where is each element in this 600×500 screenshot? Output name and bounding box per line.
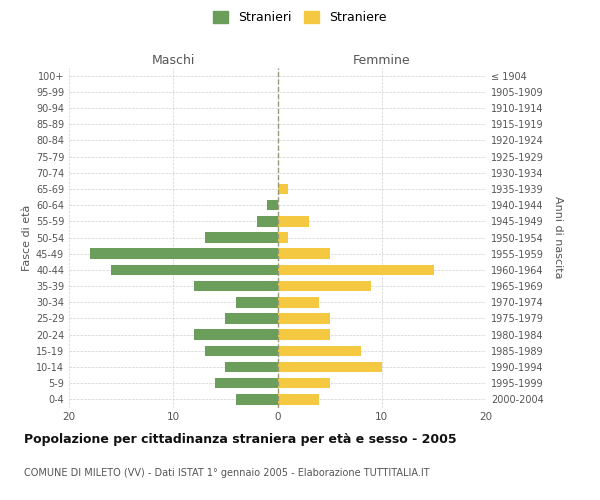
Bar xyxy=(226,362,277,372)
Bar xyxy=(277,216,309,226)
Bar xyxy=(205,346,277,356)
Text: Maschi: Maschi xyxy=(152,54,195,68)
Bar xyxy=(236,297,277,308)
Text: Popolazione per cittadinanza straniera per età e sesso - 2005: Popolazione per cittadinanza straniera p… xyxy=(24,432,457,446)
Bar xyxy=(215,378,277,388)
Bar xyxy=(277,378,329,388)
Bar xyxy=(267,200,277,210)
Bar xyxy=(277,297,319,308)
Bar xyxy=(277,394,319,404)
Bar xyxy=(236,394,277,404)
Bar xyxy=(111,264,277,275)
Bar xyxy=(226,313,277,324)
Bar xyxy=(277,281,371,291)
Bar xyxy=(277,313,329,324)
Bar xyxy=(194,281,277,291)
Bar xyxy=(277,248,329,259)
Text: Femmine: Femmine xyxy=(353,54,410,68)
Bar xyxy=(277,232,288,243)
Bar xyxy=(205,232,277,243)
Bar xyxy=(194,330,277,340)
Bar xyxy=(277,184,288,194)
Bar xyxy=(277,362,382,372)
Bar xyxy=(257,216,277,226)
Y-axis label: Anni di nascita: Anni di nascita xyxy=(553,196,563,279)
Bar xyxy=(277,346,361,356)
Bar xyxy=(90,248,277,259)
Text: COMUNE DI MILETO (VV) - Dati ISTAT 1° gennaio 2005 - Elaborazione TUTTITALIA.IT: COMUNE DI MILETO (VV) - Dati ISTAT 1° ge… xyxy=(24,468,430,477)
Y-axis label: Fasce di età: Fasce di età xyxy=(22,204,32,270)
Bar xyxy=(277,330,329,340)
Legend: Stranieri, Straniere: Stranieri, Straniere xyxy=(208,6,392,29)
Bar xyxy=(277,264,434,275)
